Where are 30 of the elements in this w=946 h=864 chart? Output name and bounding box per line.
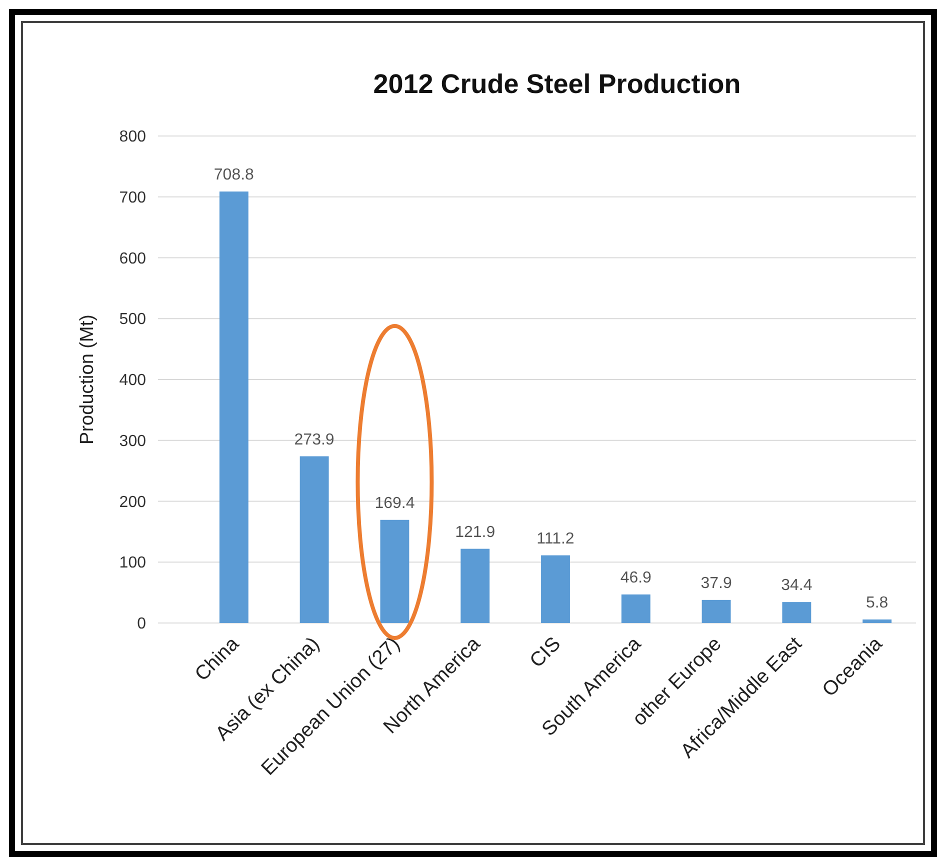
data-label: 169.4 (374, 494, 415, 512)
data-label: 37.9 (700, 574, 732, 592)
y-tick-label: 500 (119, 311, 146, 328)
y-tick-label: 700 (119, 189, 146, 206)
chart-title: 2012 Crude Steel Production (373, 69, 741, 99)
data-label: 46.9 (620, 569, 652, 586)
y-tick-label: 200 (119, 494, 146, 511)
y-tick-label: 400 (119, 372, 146, 390)
bar (300, 456, 329, 623)
y-tick-label: 100 (119, 554, 146, 572)
bar (702, 600, 731, 623)
data-label: 121.9 (455, 524, 496, 541)
data-label: 708.8 (214, 166, 254, 184)
data-label: 34.4 (781, 577, 812, 594)
x-tick-label: CIS (526, 632, 566, 672)
y-tick-label: 0 (137, 616, 146, 633)
bar (782, 602, 812, 623)
y-tick-label: 800 (119, 128, 146, 146)
y-tick-label: 600 (119, 250, 146, 268)
data-label: 5.8 (866, 594, 888, 612)
y-tick-label: 300 (119, 432, 146, 450)
data-label: 273.9 (294, 431, 334, 448)
bar (460, 548, 490, 623)
bar (541, 555, 570, 623)
bar (219, 192, 248, 623)
y-axis-title: Production (Mt) (77, 314, 98, 444)
bar (380, 520, 410, 623)
data-label: 111.2 (536, 530, 574, 548)
bar (621, 594, 650, 623)
bar (862, 619, 892, 623)
